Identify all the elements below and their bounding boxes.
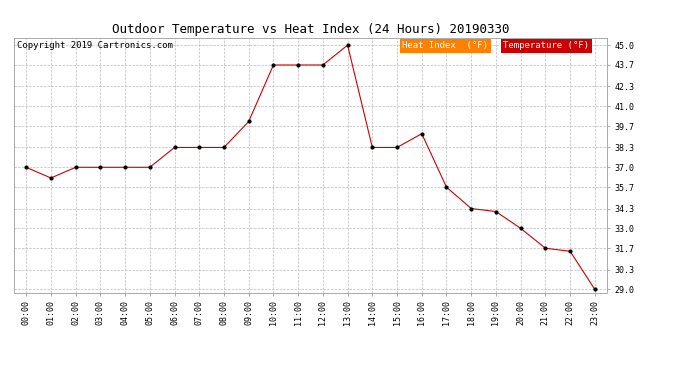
Text: Temperature (°F): Temperature (°F): [504, 41, 589, 50]
Text: Heat Index  (°F): Heat Index (°F): [402, 41, 489, 50]
Title: Outdoor Temperature vs Heat Index (24 Hours) 20190330: Outdoor Temperature vs Heat Index (24 Ho…: [112, 23, 509, 36]
Text: Copyright 2019 Cartronics.com: Copyright 2019 Cartronics.com: [17, 41, 172, 50]
